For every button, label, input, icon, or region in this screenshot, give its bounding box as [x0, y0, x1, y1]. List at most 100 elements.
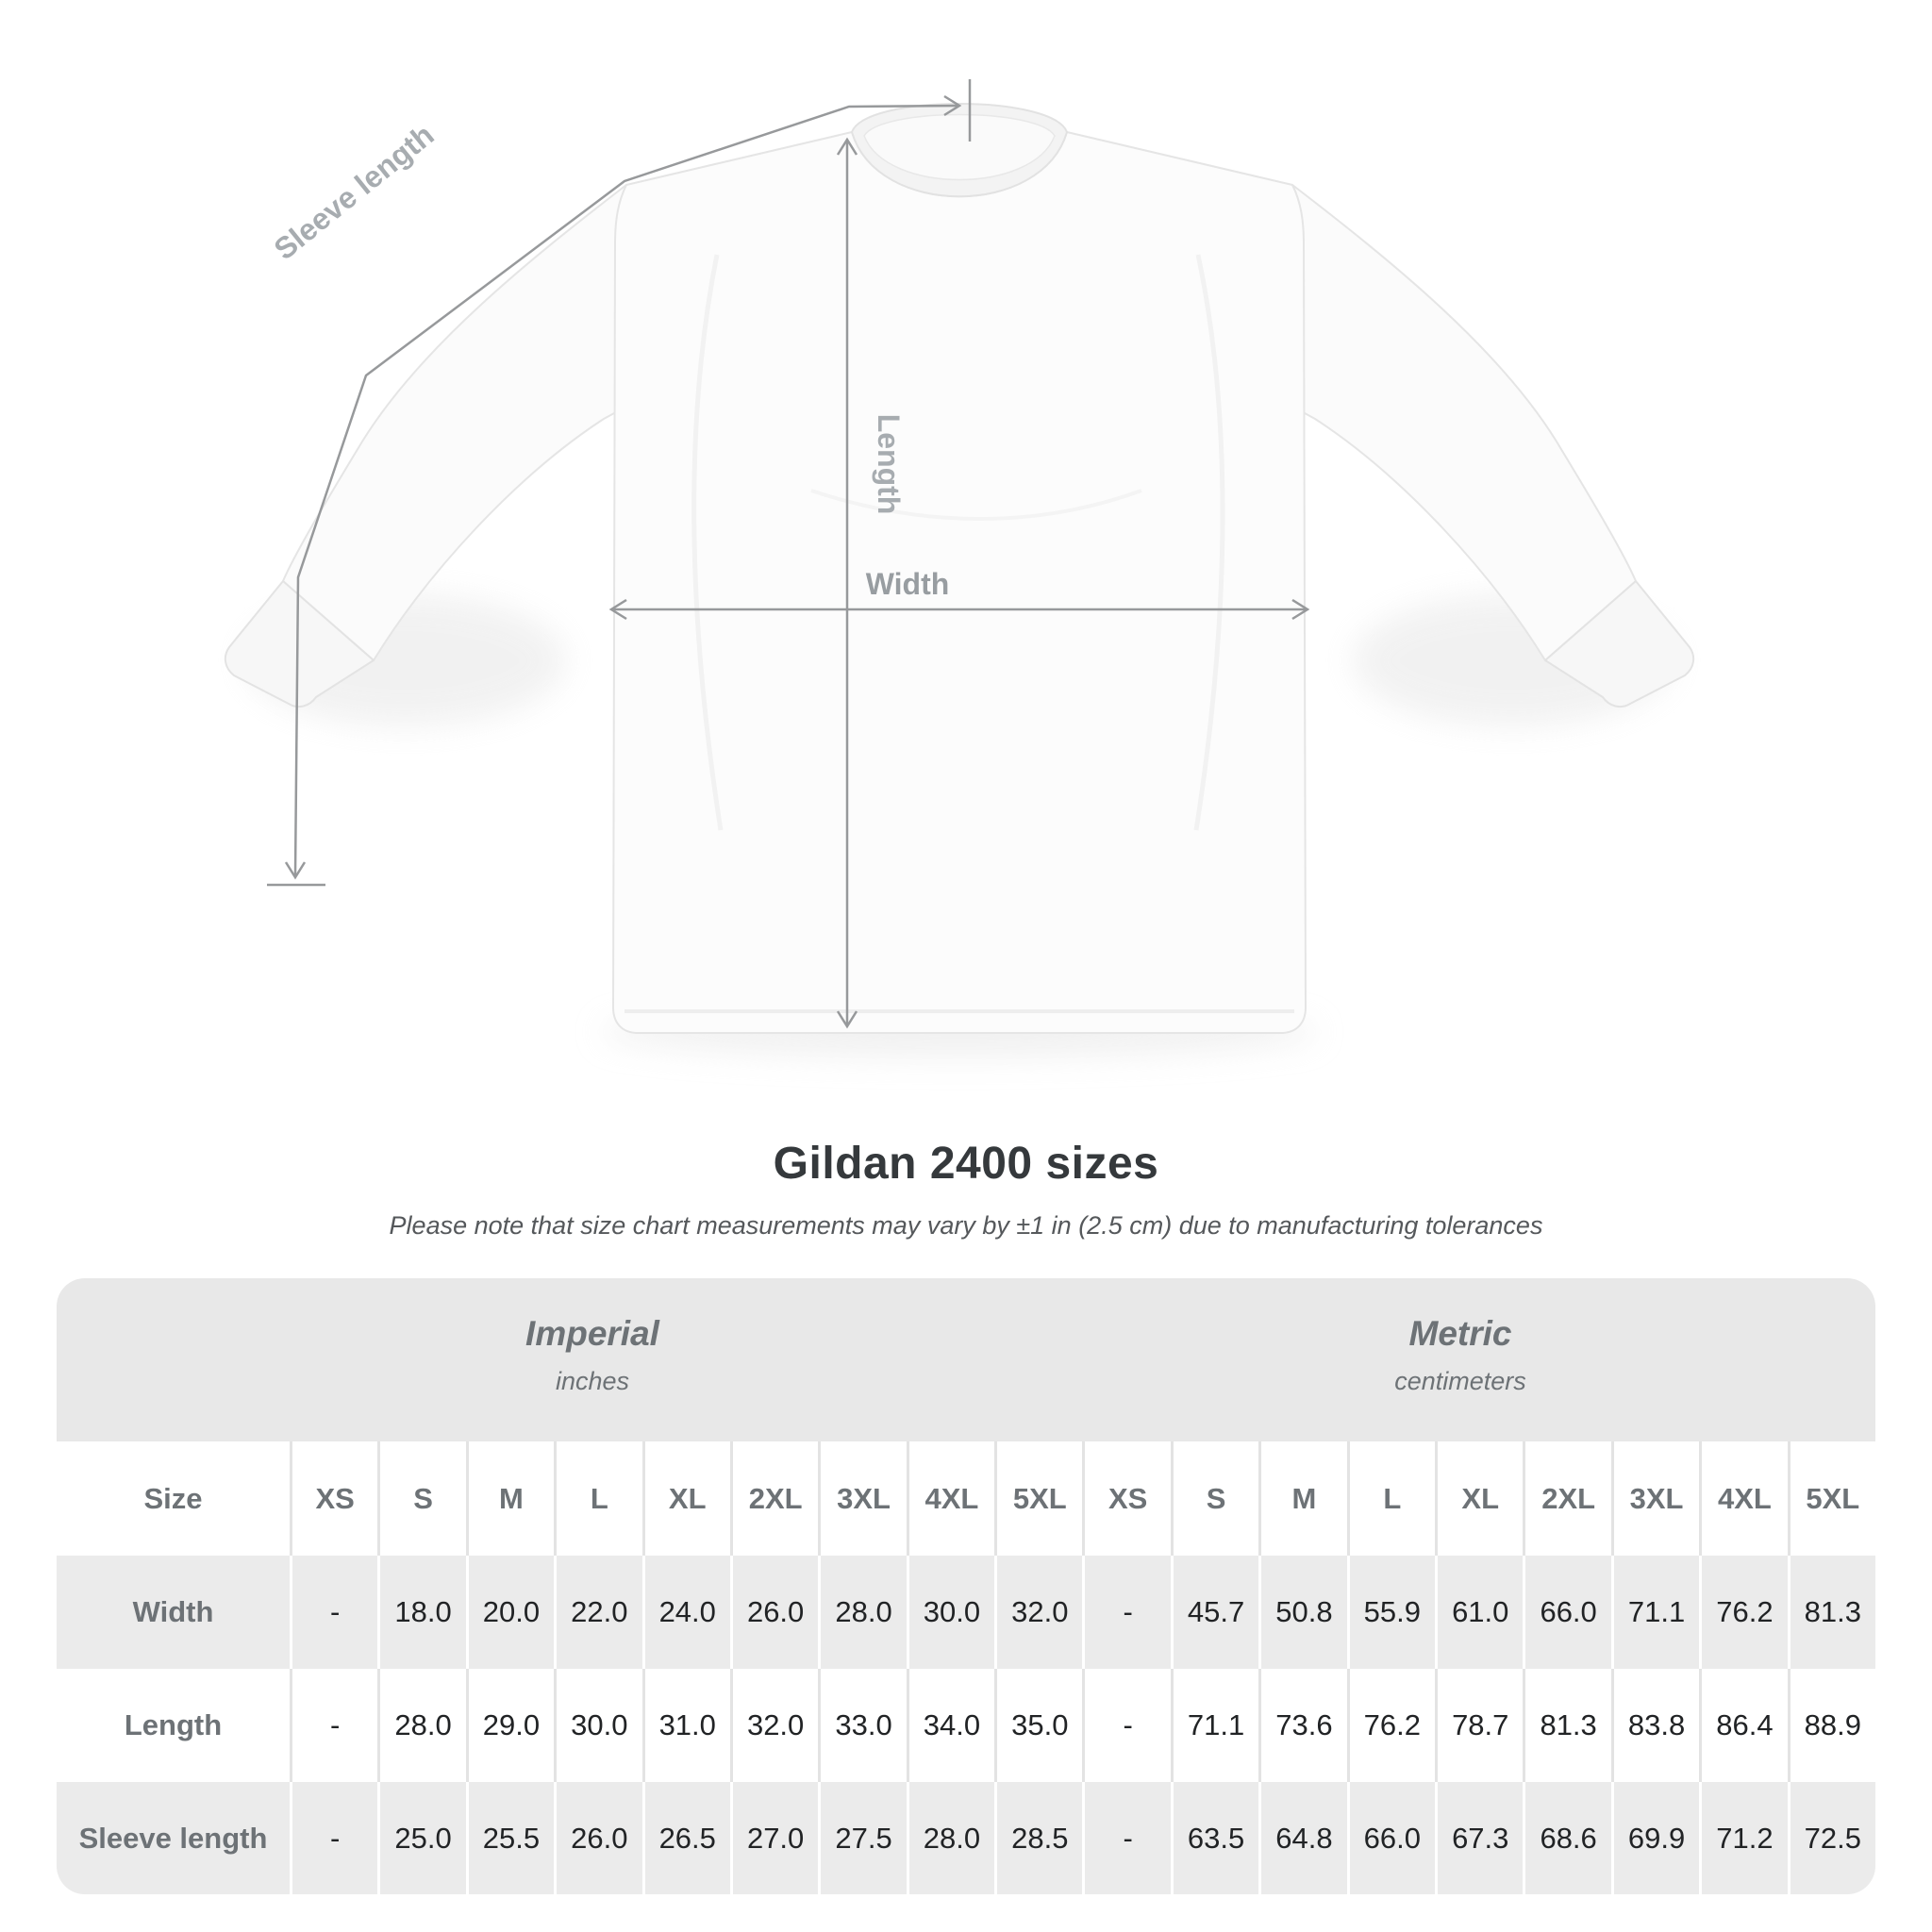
size-col: L	[1349, 1441, 1436, 1556]
size-col: 5XL	[1790, 1441, 1875, 1556]
value-cell: 33.0	[821, 1669, 907, 1782]
size-table: Imperial inches Metric centimeters Size …	[57, 1278, 1875, 1894]
length-arrowhead-up	[836, 137, 858, 156]
size-col: M	[1261, 1441, 1347, 1556]
imperial-title: Imperial	[525, 1314, 659, 1353]
sleeve-length-line	[293, 104, 959, 876]
value-cell: 25.0	[380, 1782, 466, 1894]
value-cell: 64.8	[1261, 1782, 1347, 1894]
value-cell: 81.3	[1790, 1556, 1875, 1669]
value-cell: 31.0	[644, 1669, 730, 1782]
row-label: Width	[57, 1556, 290, 1669]
table-row-sleeve-length: Sleeve length - 25.0 25.5 26.0 26.5 27.0…	[57, 1782, 1875, 1894]
shirt-right-sleeve	[1291, 184, 1695, 708]
value-cell: 30.0	[908, 1556, 995, 1669]
value-cell: -	[292, 1669, 378, 1782]
value-cell: 27.0	[732, 1782, 819, 1894]
size-col: XL	[1438, 1441, 1524, 1556]
value-cell: 26.0	[732, 1556, 819, 1669]
value-cell: 66.0	[1349, 1782, 1436, 1894]
shirt-folds	[625, 254, 1294, 1013]
size-col: XS	[292, 1441, 378, 1556]
size-col: L	[557, 1441, 642, 1556]
value-cell: 29.0	[468, 1669, 555, 1782]
value-cell: 68.6	[1525, 1782, 1611, 1894]
value-cell: 76.2	[1702, 1556, 1788, 1669]
value-cell: 32.0	[997, 1556, 1083, 1669]
value-cell: 88.9	[1790, 1669, 1875, 1782]
metric-title: Metric	[1408, 1314, 1512, 1353]
value-cell: 32.0	[732, 1669, 819, 1782]
value-cell: 30.0	[557, 1669, 642, 1782]
measurement-lines	[267, 79, 1310, 1029]
sleeve-length-label: Sleeve length	[268, 118, 441, 267]
value-cell: 72.5	[1790, 1782, 1875, 1894]
value-cell: 24.0	[644, 1556, 730, 1669]
size-col: 2XL	[1525, 1441, 1611, 1556]
row-label: Length	[57, 1669, 290, 1782]
shirt-left-sleeve	[224, 184, 627, 708]
value-cell: 28.0	[821, 1556, 907, 1669]
imperial-header: Imperial inches	[525, 1278, 659, 1441]
value-cell: 22.0	[557, 1556, 642, 1669]
value-cell: 71.1	[1173, 1669, 1259, 1782]
value-cell: 50.8	[1261, 1556, 1347, 1669]
value-cell: 66.0	[1525, 1556, 1611, 1669]
value-cell: 28.0	[908, 1782, 995, 1894]
size-col: 2XL	[732, 1441, 819, 1556]
value-cell: 69.9	[1613, 1782, 1700, 1894]
value-cell: -	[292, 1782, 378, 1894]
value-cell: 63.5	[1173, 1782, 1259, 1894]
imperial-unit: inches	[555, 1367, 630, 1395]
value-cell: 26.0	[557, 1782, 642, 1894]
value-cell: -	[1085, 1782, 1171, 1894]
value-cell: 73.6	[1261, 1669, 1347, 1782]
value-cell: 18.0	[380, 1556, 466, 1669]
shirt-collar	[850, 103, 1069, 198]
size-col: M	[468, 1441, 555, 1556]
value-cell: 28.5	[997, 1782, 1083, 1894]
metric-header: Metric centimeters	[1394, 1278, 1526, 1441]
size-col: XL	[644, 1441, 730, 1556]
value-cell: -	[292, 1556, 378, 1669]
table-row-width: Width - 18.0 20.0 22.0 24.0 26.0 28.0 30…	[57, 1556, 1875, 1669]
sleeve-length-arrowhead-down	[284, 861, 307, 880]
unit-header-band: Imperial inches Metric centimeters	[57, 1278, 1875, 1441]
value-cell: 71.2	[1702, 1782, 1788, 1894]
value-cell: 61.0	[1438, 1556, 1524, 1669]
value-cell: 25.5	[468, 1782, 555, 1894]
size-col: XS	[1085, 1441, 1171, 1556]
value-cell: 55.9	[1349, 1556, 1436, 1669]
sleeve-length-arrowhead-right	[943, 94, 962, 117]
value-cell: 45.7	[1173, 1556, 1259, 1669]
value-cell: 83.8	[1613, 1669, 1700, 1782]
value-cell: 71.1	[1613, 1556, 1700, 1669]
size-col: 4XL	[908, 1441, 995, 1556]
size-col: S	[380, 1441, 466, 1556]
value-cell: -	[1085, 1669, 1171, 1782]
value-cell: 86.4	[1702, 1669, 1788, 1782]
value-cell: 35.0	[997, 1669, 1083, 1782]
shirt-right-cuff	[1544, 580, 1695, 708]
length-label: Length	[872, 414, 906, 515]
shirt-diagram: Sleeve length Length Width	[224, 79, 1695, 1057]
size-col: 5XL	[997, 1441, 1083, 1556]
width-label: Width	[866, 567, 950, 601]
size-header-row: Size XS S M L XL 2XL 3XL 4XL 5XL XS S M …	[57, 1441, 1875, 1556]
value-cell: 34.0	[908, 1669, 995, 1782]
value-cell: 76.2	[1349, 1669, 1436, 1782]
table-row-length: Length - 28.0 29.0 30.0 31.0 32.0 33.0 3…	[57, 1669, 1875, 1782]
shirt-left-cuff	[224, 580, 375, 708]
page-subtitle: Please note that size chart measurements…	[389, 1211, 1543, 1240]
page-title: Gildan 2400 sizes	[773, 1139, 1159, 1189]
size-col: 4XL	[1702, 1441, 1788, 1556]
value-cell: 20.0	[468, 1556, 555, 1669]
value-cell: 27.5	[821, 1782, 907, 1894]
row-label: Sleeve length	[57, 1782, 290, 1894]
length-arrowhead-down	[836, 1010, 858, 1029]
size-col: 3XL	[1613, 1441, 1700, 1556]
size-col: S	[1173, 1441, 1259, 1556]
value-cell: 81.3	[1525, 1669, 1611, 1782]
value-cell: -	[1085, 1556, 1171, 1669]
